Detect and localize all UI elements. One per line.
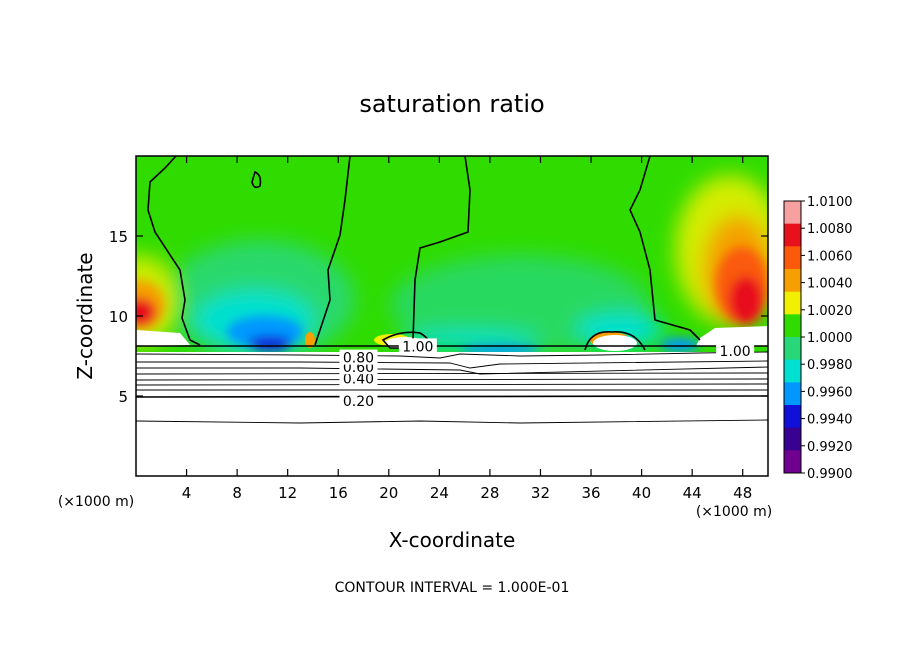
- contour-1.00-blob: [251, 170, 262, 189]
- colorbar-swatch-0: [784, 201, 801, 225]
- colorbar-label-8: 0.9940: [807, 413, 853, 428]
- x-tick-label-9: 40: [632, 484, 651, 502]
- contour-lines-thin: [136, 351, 768, 424]
- x-tick-label-5: 24: [430, 484, 449, 502]
- colorbar-label-10: 0.9900: [807, 467, 853, 482]
- colorbar-label-3: 1.0040: [807, 277, 853, 292]
- x-tick-label-3: 16: [329, 484, 348, 502]
- colorbar-swatch-8: [784, 382, 801, 406]
- contour-label-3: 0.80: [343, 351, 374, 367]
- colorbar-label-5: 1.0000: [807, 331, 853, 346]
- contour-0.40: [136, 383, 768, 386]
- x-tick-label-1: 8: [232, 484, 242, 502]
- contour-labels: 0.200.400.600.801.00 1.00: [339, 338, 755, 410]
- contour-1.00-plume-right: [629, 156, 701, 341]
- x-tick-label-0: 4: [182, 484, 192, 502]
- contour-0.80: [136, 360, 768, 369]
- contour-0.60: [136, 372, 768, 375]
- colorbar-label-4: 1.0020: [807, 304, 853, 319]
- colorbar-swatch-3: [784, 269, 801, 293]
- white-patch-left: [136, 330, 190, 346]
- colorbar-label-2: 1.0060: [807, 249, 853, 264]
- contour-1.00-plume-center: [412, 156, 471, 341]
- contour-0.70: [136, 366, 768, 375]
- colorbar-swatch-4: [784, 291, 801, 315]
- y-axis: 5 10 15: [109, 228, 768, 406]
- colorbar: 1.0100 1.0080 1.0060 1.0040 1.0020 1.0000 0.99…: [783, 195, 853, 482]
- colorbar-swatch-1: [784, 223, 801, 247]
- contour-label-1: 0.40: [343, 371, 374, 387]
- x-tick-label-11: 48: [733, 484, 752, 502]
- colorbar-label-7: 0.9960: [807, 385, 853, 400]
- field-patch-orange: [305, 332, 315, 348]
- field-darkblue-left: [248, 336, 292, 350]
- colorbar-label-0: 1.0100: [807, 195, 853, 210]
- y-axis-label: Z-coordinate: [73, 252, 97, 379]
- contour-label-bg-5: [716, 343, 755, 359]
- x-tick-label-6: 28: [480, 484, 499, 502]
- white-patch-center-right: [593, 335, 637, 351]
- colorbar-swatch-10: [784, 427, 801, 451]
- x-tick-label-4: 20: [379, 484, 398, 502]
- contour-label-bg-4: [398, 338, 437, 354]
- colorbar-swatch-5: [784, 314, 801, 338]
- contour-1.00-plume-left: [314, 156, 351, 346]
- contour-0.10: [136, 419, 768, 424]
- colorbar-swatch-9: [784, 405, 801, 429]
- x-tick-label-8: 36: [581, 484, 600, 502]
- colorbar-label-6: 0.9980: [807, 358, 853, 373]
- contour-label-4: 1.00: [402, 339, 433, 355]
- field-blue-right: [660, 338, 700, 352]
- colorbar-swatch-2: [784, 246, 801, 270]
- x-tick-label-10: 44: [683, 484, 702, 502]
- contour-0.50: [136, 378, 768, 381]
- contour-0.20: [136, 395, 768, 398]
- contour-label-bg-0: [339, 392, 378, 408]
- x-tick-label-7: 32: [531, 484, 550, 502]
- saturation-field: [136, 156, 768, 476]
- colorbar-label-1: 1.0080: [807, 222, 853, 237]
- contour-label-bg-3: [339, 349, 378, 365]
- colorbar-swatch-11: [784, 450, 801, 474]
- colorbar-label-9: 0.9920: [807, 440, 853, 455]
- colorbar-swatch-6: [784, 337, 801, 361]
- x-unit-left: (×1000 m): [58, 494, 134, 510]
- field-red-left: [136, 298, 156, 326]
- contour-label-0: 0.20: [343, 394, 374, 410]
- y-tick-label-2: 15: [109, 228, 128, 246]
- field-red-right: [729, 276, 763, 324]
- colorbar-swatch-7: [784, 359, 801, 383]
- chart-title: saturation ratio: [359, 90, 544, 118]
- x-tick-label-2: 12: [278, 484, 297, 502]
- contour-1.00-left-boundary: [147, 156, 201, 346]
- plot-area: 0.200.400.600.801.00 1.00: [135, 155, 769, 477]
- white-patch-right: [696, 326, 768, 346]
- contour-lines: [136, 156, 768, 351]
- y-tick-label-1: 10: [109, 308, 128, 326]
- contour-label-5: 1.00: [720, 344, 751, 360]
- x-unit-right: (×1000 m): [696, 504, 772, 520]
- field-lower-layer: [136, 352, 768, 476]
- contour-0.90: [136, 351, 768, 359]
- x-axis: 4 8 12 16 20 24 28 32 36 40 44 48: [182, 156, 752, 502]
- contour-interval-note: CONTOUR INTERVAL = 1.000E-01: [335, 580, 570, 596]
- contour-1.00-cell-right: [584, 331, 646, 351]
- x-axis-label: X-coordinate: [389, 528, 516, 552]
- y-tick-label-0: 5: [118, 388, 128, 406]
